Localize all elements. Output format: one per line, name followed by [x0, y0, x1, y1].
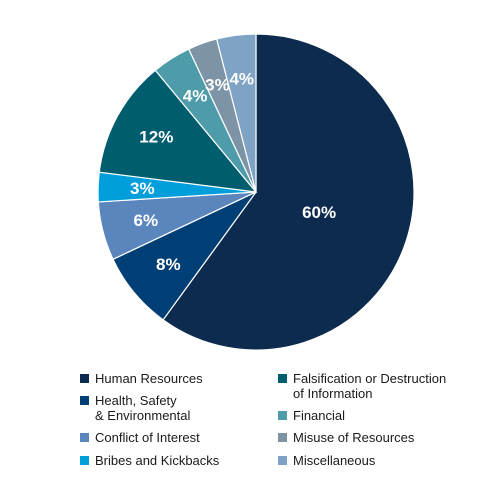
legend-swatch — [80, 396, 89, 405]
legend-item-health-safety: Health, Safety & Environmental — [80, 393, 190, 423]
legend-label: Financial — [293, 408, 346, 423]
legend-label: Conflict of Interest — [95, 430, 200, 445]
pie-slice-1 — [162, 33, 415, 351]
legend-label: Misuse of Resources — [293, 430, 415, 445]
slice-value-label: 8% — [156, 255, 181, 274]
legend-label: Health, Safety & Environmental — [95, 393, 191, 423]
legend-swatch — [278, 374, 287, 383]
pie-slice-5 — [98, 69, 258, 193]
legend-swatch — [278, 433, 287, 442]
legend-label: Falsification or Destruction of Informat… — [293, 371, 447, 401]
legend-swatch — [278, 411, 287, 420]
legend-item-falsification: Falsification or Destruction of Informat… — [278, 371, 446, 401]
legend-swatch — [278, 456, 287, 465]
legend-swatch — [80, 374, 89, 383]
slice-value-label: 60% — [302, 203, 336, 222]
legend-item-human-resources: Human Resources — [80, 371, 203, 386]
legend-item-misuse-of-resources: Misuse of Resources — [278, 430, 414, 445]
slice-value-label: 4% — [229, 70, 254, 89]
slice-value-label: 3% — [205, 75, 230, 94]
legend-label: Bribes and Kickbacks — [95, 453, 220, 468]
legend-item-financial: Financial — [278, 408, 345, 423]
slice-value-label: 12% — [139, 128, 173, 147]
slice-value-label: 6% — [134, 211, 159, 230]
legend-item-conflict-of-interest: Conflict of Interest — [80, 430, 200, 445]
legend-swatch — [80, 433, 89, 442]
pie-slice-8 — [215, 33, 257, 193]
legend-label: Miscellaneous — [293, 453, 376, 468]
legend-swatch — [80, 456, 89, 465]
legend-item-bribes-and-kickbacks: Bribes and Kickbacks — [80, 453, 219, 468]
slice-value-label: 3% — [130, 179, 155, 198]
chart-legend: Human Resources Health, Safety & Environ… — [80, 369, 480, 479]
slice-value-label: 4% — [183, 86, 208, 105]
legend-label: Human Resources — [95, 371, 203, 386]
legend-item-miscellaneous: Miscellaneous — [278, 453, 375, 468]
